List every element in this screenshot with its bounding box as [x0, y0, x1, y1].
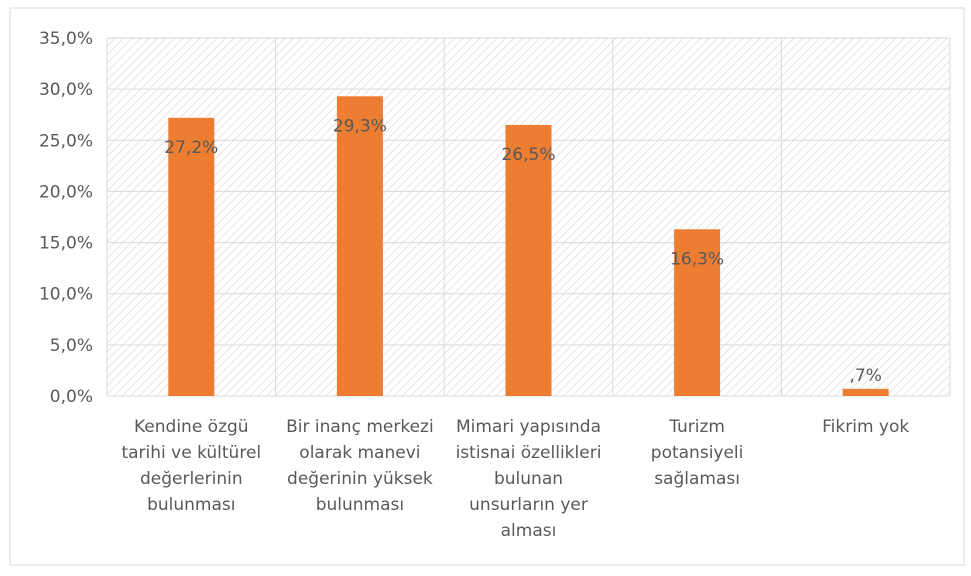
data-label: 29,3%: [333, 116, 387, 136]
y-tick-label: 10,0%: [39, 285, 93, 305]
y-tick-label: 15,0%: [39, 234, 93, 254]
x-tick-label: Bir inanç merkezi olarak manevi değerinin …: [286, 417, 434, 515]
y-tick-label: 20,0%: [39, 182, 93, 202]
y-tick-label: 30,0%: [39, 80, 93, 100]
bar: [842, 388, 889, 396]
x-tick-label: Fikrim yok: [822, 417, 909, 437]
y-tick-label: 35,0%: [39, 29, 93, 49]
bar: [336, 96, 383, 396]
data-label: ,7%: [850, 366, 882, 386]
bar: [505, 124, 552, 396]
data-label: 27,2%: [164, 138, 218, 158]
data-label: 16,3%: [670, 249, 724, 269]
x-tick-label: Mimari yapısında istisnai özellikleri bulu…: [456, 417, 602, 541]
bar: [168, 117, 215, 396]
y-tick-label: 25,0%: [39, 131, 93, 151]
bar: [674, 229, 721, 396]
data-label: 26,5%: [501, 145, 555, 165]
x-tick-label: Kendine özgü tarihi ve kültürel değerlerin…: [121, 417, 261, 515]
x-tick-label: Turizm potansiyeli sağlaması: [651, 417, 744, 489]
y-tick-label: 5,0%: [50, 336, 93, 356]
y-tick-label: 0,0%: [50, 387, 93, 407]
